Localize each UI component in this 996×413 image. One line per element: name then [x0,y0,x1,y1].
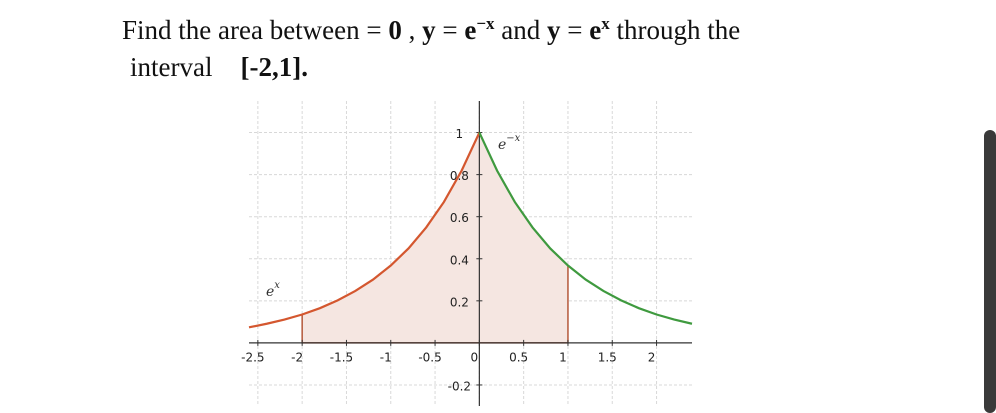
curve-label-base: e [498,137,506,153]
text: and [494,15,548,45]
curve-label-exp: −x [506,133,520,144]
x-tick-label: -2 [291,350,303,364]
text: , [401,15,423,45]
scrollbar [984,130,996,413]
y-tick-label: 0.4 [450,253,469,267]
text: = [560,15,590,45]
text: x [601,14,610,33]
curve-label-base: e [266,284,274,300]
text: e [589,15,602,45]
x-tick-label: -1.5 [330,350,353,364]
curve-label: e−x [498,133,521,154]
y-tick-label: 0.2 [450,295,469,309]
curve [248,132,481,329]
y-tick-label: 0.6 [450,211,469,225]
x-tick-label: 2 [648,350,656,364]
curve [478,132,693,325]
x-tick-label: 0.5 [509,350,528,364]
x-tick-label: -0.5 [418,350,441,364]
curve-label: ex [266,280,280,301]
x-tick-label: -2.5 [241,350,264,364]
text: through the [609,15,741,45]
text: Find the area between = [122,15,389,45]
x-tick-label: 1.5 [598,350,617,364]
text: interval [130,52,213,82]
question-line: interval [-2,1]. [130,52,308,83]
curve-label-exp: x [274,280,280,291]
text: −x [476,14,495,33]
question-line: Find the area between = 0 , y = e−x and … [122,14,740,46]
text: e [464,15,477,45]
text: = [435,15,465,45]
text: y [547,15,561,45]
text: y [422,15,436,45]
x-tick-label: -1 [380,350,392,364]
x-tick-label: 0 [471,350,479,364]
y-tick-label: 1 [456,127,464,141]
x-tick-label: 1 [559,350,567,364]
text: [-2,1]. [240,52,308,82]
y-tick-label: -0.2 [448,379,471,393]
text: 0 [388,15,402,45]
shaded-region [301,130,569,344]
